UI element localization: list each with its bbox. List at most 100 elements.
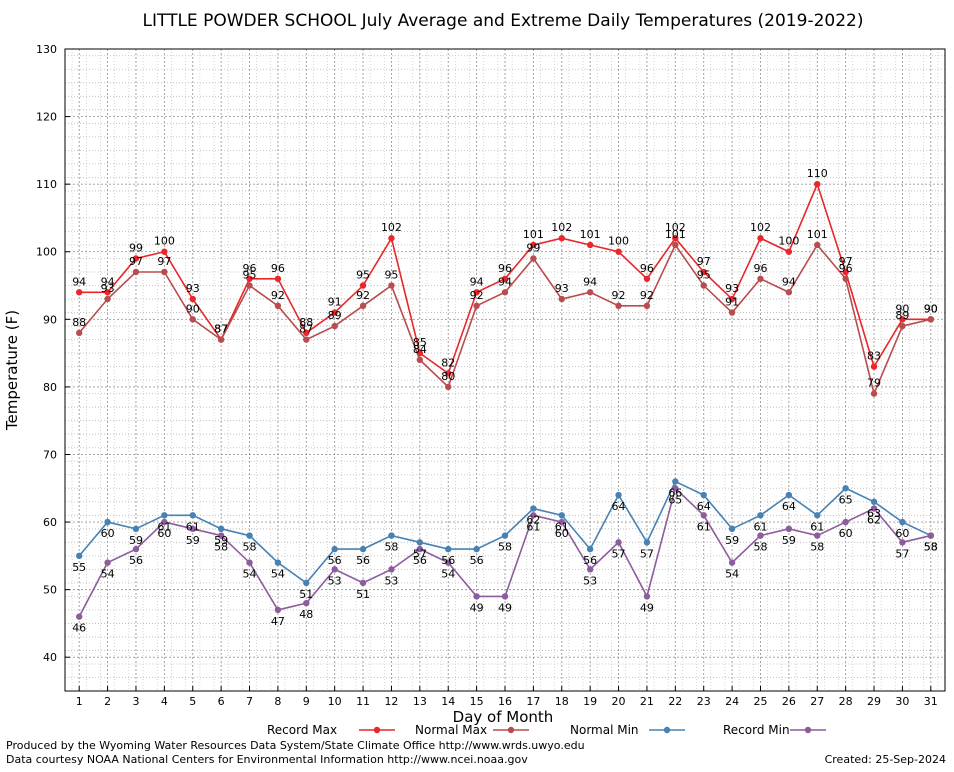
normal-max-point <box>615 302 622 309</box>
normal-min-data-label: 56 <box>470 554 484 567</box>
normal-min-data-label: 56 <box>356 554 370 567</box>
normal-max-data-label: 93 <box>101 282 115 295</box>
legend-label-record-max: Record Max <box>267 723 337 737</box>
record-min-data-label: 60 <box>555 527 569 540</box>
legend: Record Max Normal Max Normal Min Record Min <box>267 723 826 737</box>
x-tick-label: 19 <box>583 695 597 708</box>
legend-marker-record-max <box>373 726 381 734</box>
normal-max-data-label: 97 <box>157 255 171 268</box>
record-min-data-label: 49 <box>640 601 654 614</box>
normal-max-data-label: 97 <box>129 255 143 268</box>
normal-min-point <box>700 491 707 499</box>
record-max-data-label: 91 <box>328 296 342 309</box>
normal-max-data-label: 95 <box>697 269 711 282</box>
normal-max-point <box>842 275 849 282</box>
normal-min-data-label: 66 <box>668 487 682 500</box>
x-tick-label: 14 <box>441 695 455 708</box>
record-max-data-label: 96 <box>271 262 285 275</box>
normal-min-data-label: 61 <box>186 520 200 533</box>
record-min-data-label: 54 <box>441 568 455 581</box>
record-min-data-label: 65 <box>668 493 682 506</box>
normal-max-point <box>246 282 253 289</box>
normal-max-data-label: 94 <box>583 275 597 288</box>
record-max-point <box>473 289 480 296</box>
record-min-data-label: 49 <box>470 601 484 614</box>
series-layer <box>75 180 935 620</box>
record-min-point <box>217 532 225 539</box>
record-min-data-label: 56 <box>413 554 427 567</box>
record-min-data-label: 62 <box>867 514 881 527</box>
normal-max-data-label: 92 <box>356 289 370 302</box>
normal-max-point <box>501 289 509 296</box>
normal-min-point <box>303 579 310 587</box>
normal-min-data-label: 61 <box>753 520 767 533</box>
record-min-point <box>615 539 622 546</box>
normal-max-data-label: 88 <box>72 316 86 329</box>
record-max-point <box>445 370 452 377</box>
record-min-data-label: 47 <box>271 615 285 628</box>
record-max-point <box>303 329 310 337</box>
record-max-point <box>246 275 253 282</box>
x-tick-label: 22 <box>668 695 682 708</box>
normal-min-data-label: 59 <box>129 534 143 547</box>
normal-max-data-label: 94 <box>498 275 512 288</box>
normal-max-data-label: 96 <box>839 262 853 275</box>
x-tick-label: 27 <box>810 695 824 708</box>
normal-min-point <box>672 478 679 485</box>
normal-min-data-label: 55 <box>72 561 86 574</box>
normal-max-point <box>757 275 764 282</box>
record-max-data-label: 101 <box>523 228 544 241</box>
normal-min-point <box>728 525 736 533</box>
record-max-point <box>700 268 707 276</box>
record-max-data-label: 101 <box>580 228 601 241</box>
normal-min-data-label: 65 <box>839 493 853 506</box>
x-tick-label: 12 <box>384 695 398 708</box>
x-tick-label: 13 <box>413 695 427 708</box>
normal-min-data-label: 58 <box>498 541 512 554</box>
record-min-point <box>246 559 253 566</box>
normal-min-data-label: 57 <box>413 547 427 560</box>
normal-min-point <box>615 491 622 499</box>
record-min-data-label: 57 <box>895 547 909 560</box>
record-max-point <box>161 248 168 255</box>
normal-min-data-label: 56 <box>328 554 342 567</box>
normal-min-point <box>814 512 821 519</box>
record-min-point <box>501 593 509 600</box>
x-tick-label: 20 <box>612 695 626 708</box>
normal-max-point <box>785 289 793 296</box>
grid <box>65 48 945 692</box>
x-tick-label: 23 <box>697 695 711 708</box>
record-min-point <box>558 518 565 526</box>
normal-min-point <box>842 485 849 492</box>
record-min-data-label: 51 <box>356 588 370 601</box>
record-min-point <box>728 559 736 566</box>
y-tick-label: 80 <box>43 381 57 394</box>
record-max-point <box>814 180 821 188</box>
record-max-point <box>586 241 594 249</box>
normal-max-data-label: 79 <box>867 377 881 390</box>
normal-max-point <box>75 329 83 337</box>
y-tick-label: 50 <box>43 584 57 597</box>
normal-min-data-label: 61 <box>555 520 569 533</box>
normal-min-data-label: 60 <box>101 527 115 540</box>
y-tick-label: 70 <box>43 448 57 461</box>
record-min-point <box>104 559 111 566</box>
legend-label-normal-max: Normal Max <box>415 723 487 737</box>
record-min-data-label: 58 <box>810 541 824 554</box>
record-min-point <box>473 593 480 600</box>
record-max-data-label: 88 <box>299 316 313 329</box>
normal-max-data-label: 87 <box>299 323 313 336</box>
legend-label-record-min: Record Min <box>723 723 790 737</box>
legend-marker-normal-min <box>663 726 671 734</box>
record-min-point <box>331 566 338 573</box>
record-max-data-label: 96 <box>243 262 257 275</box>
record-min-data-label: 61 <box>526 520 540 533</box>
normal-max-point <box>445 383 452 391</box>
normal-min-data-label: 54 <box>271 568 285 581</box>
normal-max-data-label: 101 <box>665 228 686 241</box>
normal-max-data-label: 95 <box>384 269 398 282</box>
normal-min-data-label: 64 <box>612 500 626 513</box>
normal-min-point <box>246 532 253 539</box>
record-min-point <box>303 599 310 607</box>
